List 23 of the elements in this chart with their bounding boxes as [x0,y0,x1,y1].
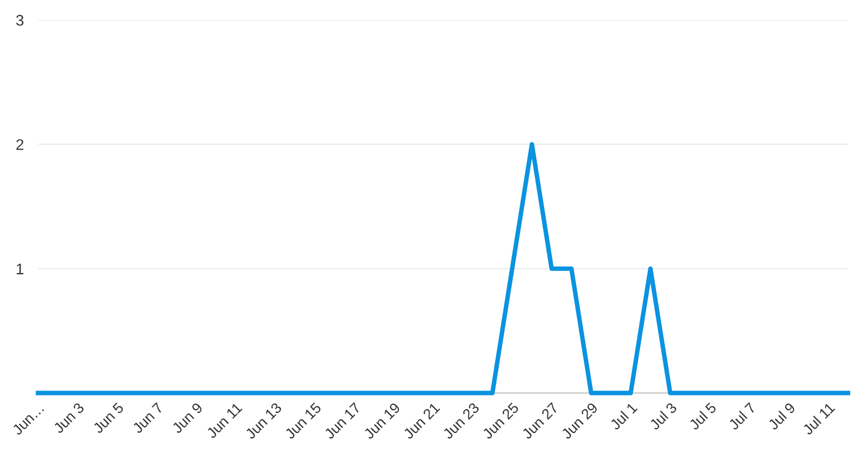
x-tick-label: Jun 9 [171,402,204,434]
x-tick-label: Jul 3 [648,402,678,431]
y-tick-label: 1 [16,264,24,274]
x-tick-label: Jun 27 [521,402,559,440]
x-tick-label: Jul 7 [728,402,756,431]
x-tick-label: Jun 29 [560,402,598,440]
x-tick-label: Jun 19 [363,402,401,440]
x-tick-label: Jul 1 [609,402,638,431]
y-tick-label: 3 [16,14,24,26]
x-tick-label: Jun 11 [206,402,243,439]
x-tick-label: Jun 7 [132,402,164,434]
y-tick-label: 2 [16,139,24,150]
x-tick-label: Jun 5 [92,402,124,434]
x-tick-label: Jun 3 [52,402,85,434]
x-tick-label: Jun 25 [482,402,520,440]
x-tick-label: Jul 5 [688,402,717,431]
x-tick-label: Jul 11 [802,402,836,436]
x-tick-label: Jul 9 [767,402,796,431]
x-tick-label: Jun 15 [284,402,322,440]
x-tick-label: Jun 17 [324,402,362,440]
x-tick-label: Jun 13 [244,402,282,440]
x-tick-label: Jun 21 [402,402,440,440]
x-tick-label: Jun 23 [442,402,480,440]
